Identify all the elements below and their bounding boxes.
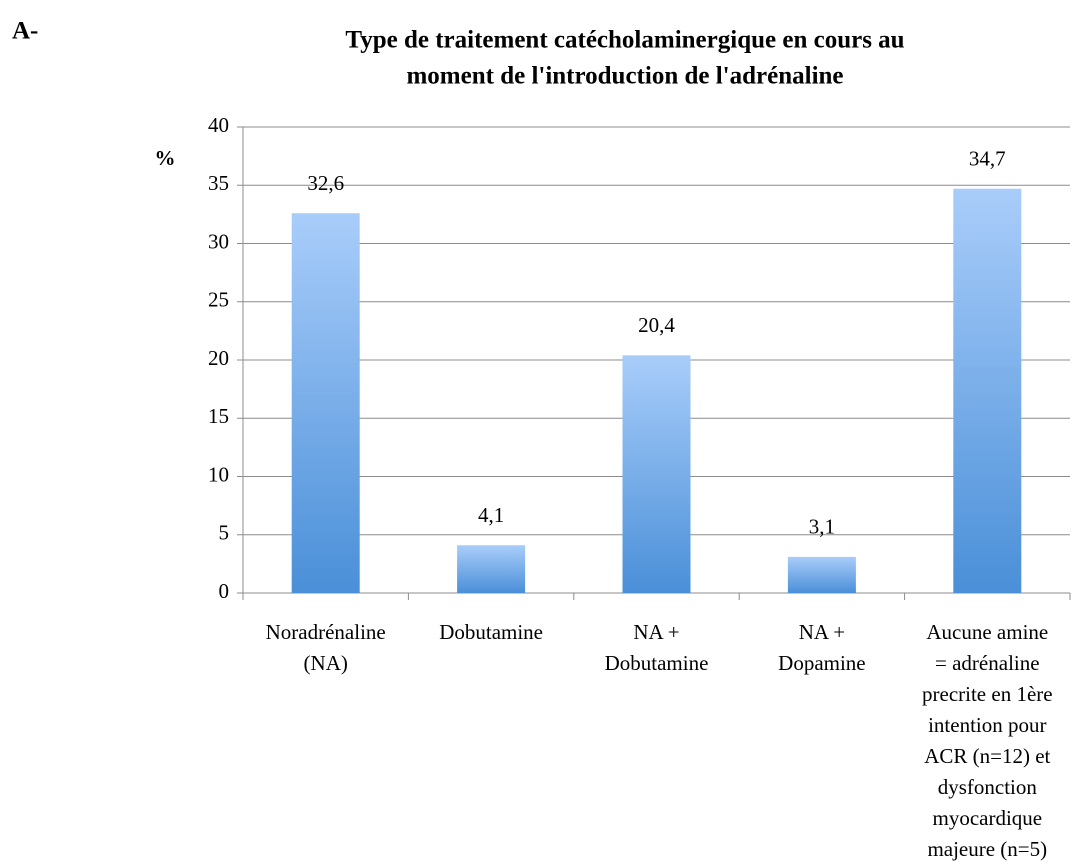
panel-label: A- — [12, 18, 38, 45]
bar — [291, 213, 360, 593]
x-tick-label: NA + — [799, 620, 845, 644]
x-tick-label: myocardique — [932, 806, 1042, 830]
y-tick-label: 0 — [219, 579, 230, 603]
x-tick-label: Dobutamine — [439, 620, 543, 644]
y-tick-label: 25 — [208, 288, 229, 312]
x-tick-label: majeure (n=5) — [927, 837, 1047, 861]
y-tick-label: 35 — [208, 171, 229, 195]
x-tick-label: Dopamine — [778, 651, 865, 675]
y-tick-label: 5 — [219, 521, 230, 545]
x-tick-label: precrite en 1ère — [922, 682, 1053, 706]
chart-title: Type de traitement catécholaminergique e… — [345, 27, 904, 54]
data-label: 20,4 — [638, 313, 675, 337]
y-tick-label: 10 — [208, 462, 229, 486]
x-tick-label: Aucune amine — [926, 620, 1048, 644]
bar — [622, 355, 691, 593]
x-tick-label: NA + — [633, 620, 679, 644]
y-tick-label: 30 — [208, 229, 229, 253]
data-label: 4,1 — [478, 503, 504, 527]
y-tick-label: 15 — [208, 404, 229, 428]
x-tick-label: Noradrénaline — [266, 620, 386, 644]
y-tick-label: 20 — [208, 346, 229, 370]
data-label: 3,1 — [809, 515, 835, 539]
x-tick-label: = adrénaline — [935, 651, 1040, 675]
chart-title: moment de l'introduction de l'adrénaline — [406, 63, 843, 90]
data-label: 32,6 — [307, 171, 344, 195]
x-tick-label: Dobutamine — [605, 651, 709, 675]
bar — [953, 188, 1022, 593]
data-label: 34,7 — [969, 147, 1006, 171]
x-tick-label: ACR (n=12) et — [924, 744, 1050, 768]
x-tick-label: intention pour — [928, 713, 1046, 737]
y-axis-label: % — [155, 146, 176, 170]
bar — [787, 556, 856, 593]
y-tick-label: 40 — [208, 113, 229, 137]
x-tick-label: dysfonction — [938, 775, 1038, 799]
bar — [457, 545, 526, 593]
x-tick-label: (NA) — [304, 651, 348, 675]
